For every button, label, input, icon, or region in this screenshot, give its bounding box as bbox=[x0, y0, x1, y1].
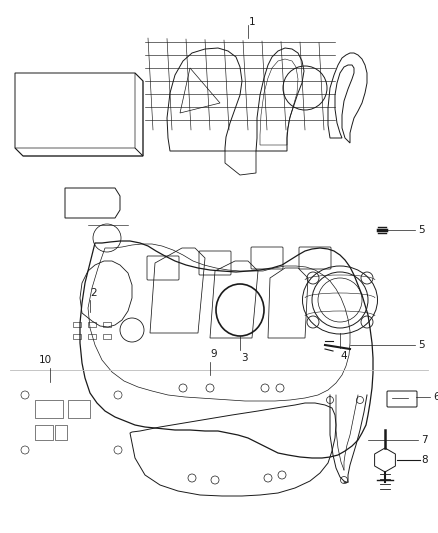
Text: 4: 4 bbox=[341, 351, 347, 361]
Bar bbox=[68, 400, 90, 418]
Text: 2: 2 bbox=[91, 288, 97, 298]
Bar bbox=[73, 322, 81, 327]
Text: 6: 6 bbox=[433, 392, 438, 402]
Text: 3: 3 bbox=[241, 353, 247, 363]
Bar bbox=[103, 322, 111, 327]
Text: 7: 7 bbox=[421, 435, 427, 445]
Bar bbox=[103, 334, 111, 339]
Bar bbox=[35, 400, 63, 418]
Text: 1: 1 bbox=[249, 17, 255, 27]
Bar bbox=[73, 334, 81, 339]
Text: 9: 9 bbox=[211, 349, 217, 359]
Text: 8: 8 bbox=[421, 455, 427, 465]
Bar bbox=[55, 425, 67, 440]
Text: 5: 5 bbox=[418, 225, 424, 235]
Text: 5: 5 bbox=[418, 340, 424, 350]
Bar bbox=[88, 322, 96, 327]
Text: 10: 10 bbox=[39, 355, 52, 365]
Bar bbox=[88, 334, 96, 339]
Bar bbox=[35, 425, 53, 440]
